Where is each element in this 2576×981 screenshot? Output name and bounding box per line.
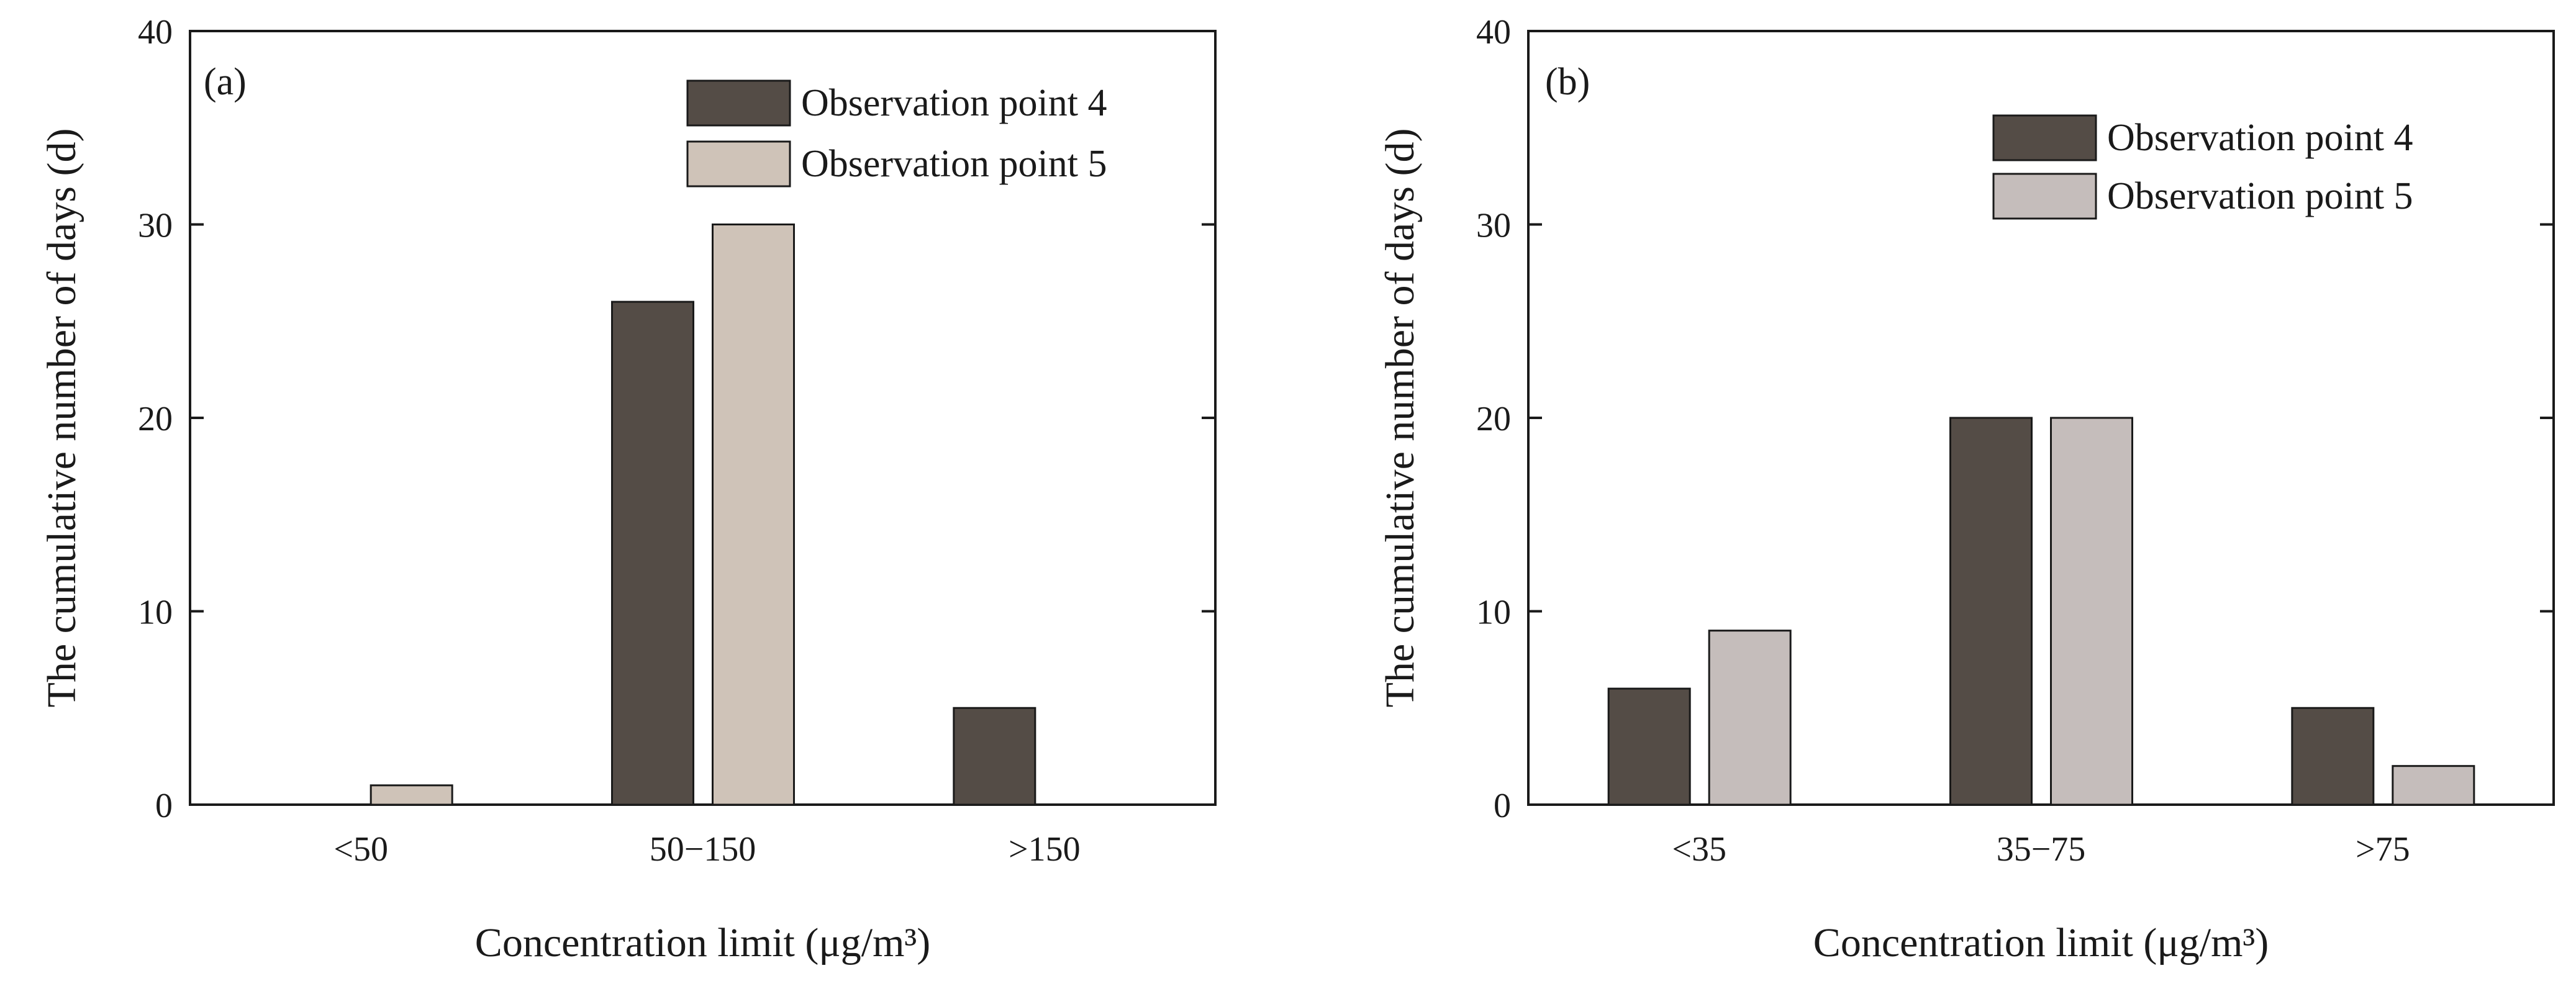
legend-label-observation-point-4: Observation point 4 xyxy=(801,82,1107,124)
x-axis-label: Concentration limit (μg/m³) xyxy=(475,920,930,965)
y-axis-ticks: 0 10 20 30 40 xyxy=(138,13,1215,825)
bar-observation-point-5-2 xyxy=(712,224,795,806)
bar-observation-point-5-3 xyxy=(2392,765,2475,806)
y-axis-ticks: 0 10 20 30 40 xyxy=(1476,13,2554,825)
x-tick-label: <50 xyxy=(333,830,388,869)
x-tick-label: >150 xyxy=(1009,830,1081,869)
legend-swatch-observation-point-4 xyxy=(686,79,791,127)
y-tick-label: 10 xyxy=(1476,594,1511,632)
bar-observation-point-4-2 xyxy=(611,301,694,806)
bar-observation-point-5-2 xyxy=(2050,417,2133,806)
x-tick-label: 35−75 xyxy=(1997,830,2086,869)
legend-swatch-observation-point-5 xyxy=(686,140,791,188)
bar-observation-point-4-1 xyxy=(1607,687,1691,806)
chart-panel-a: (a) 0 10 20 30 40 <50 50−150 >150 The cumulati… xyxy=(39,13,1217,965)
x-tick-label: >75 xyxy=(2356,830,2410,869)
y-tick-label: 0 xyxy=(155,787,173,825)
y-tick-label: 40 xyxy=(1476,13,1511,52)
y-tick-label: 20 xyxy=(1476,400,1511,438)
panel-label: (a) xyxy=(204,61,247,103)
legend-label-observation-point-4: Observation point 4 xyxy=(2107,117,2413,159)
legend: Observation point 4 Observation point 5 xyxy=(1992,114,2413,220)
y-tick-label: 30 xyxy=(138,207,173,245)
bar-group xyxy=(1607,417,2475,806)
y-tick-label: 20 xyxy=(138,400,173,438)
bar-observation-point-4-3 xyxy=(2291,707,2375,806)
bar-group xyxy=(270,224,1136,806)
panel-label: (b) xyxy=(1545,61,1590,103)
bar-observation-point-5-1 xyxy=(370,784,453,806)
legend-label-observation-point-5: Observation point 5 xyxy=(801,143,1107,185)
chart-panel-b: (b) 0 10 20 30 40 <35 35−75 >75 The cumulative… xyxy=(1377,13,2555,965)
y-tick-label: 30 xyxy=(1476,207,1511,245)
legend: Observation point 4 Observation point 5 xyxy=(686,79,1107,188)
y-tick-label: 0 xyxy=(1494,787,1511,825)
y-tick-label: 10 xyxy=(138,594,173,632)
legend-swatch-observation-point-5 xyxy=(1992,173,2097,220)
x-axis-ticks: <35 35−75 >75 xyxy=(1672,830,2410,869)
x-axis-label: Concentration limit (μg/m³) xyxy=(1813,920,2269,965)
y-tick-label: 40 xyxy=(138,13,173,52)
legend-label-observation-point-5: Observation point 5 xyxy=(2107,175,2413,217)
x-tick-label: 50−150 xyxy=(650,830,756,869)
y-axis-label: The cumulative number of days (d) xyxy=(39,129,84,708)
bar-observation-point-5-1 xyxy=(1708,630,1792,806)
bar-observation-point-4-2 xyxy=(1949,417,2033,806)
bar-observation-point-4-3 xyxy=(953,707,1036,806)
x-tick-label: <35 xyxy=(1672,830,1726,869)
x-axis-ticks: <50 50−150 >150 xyxy=(333,830,1080,869)
y-axis-label: The cumulative number of days (d) xyxy=(1377,129,1423,708)
legend-swatch-observation-point-4 xyxy=(1992,114,2097,161)
